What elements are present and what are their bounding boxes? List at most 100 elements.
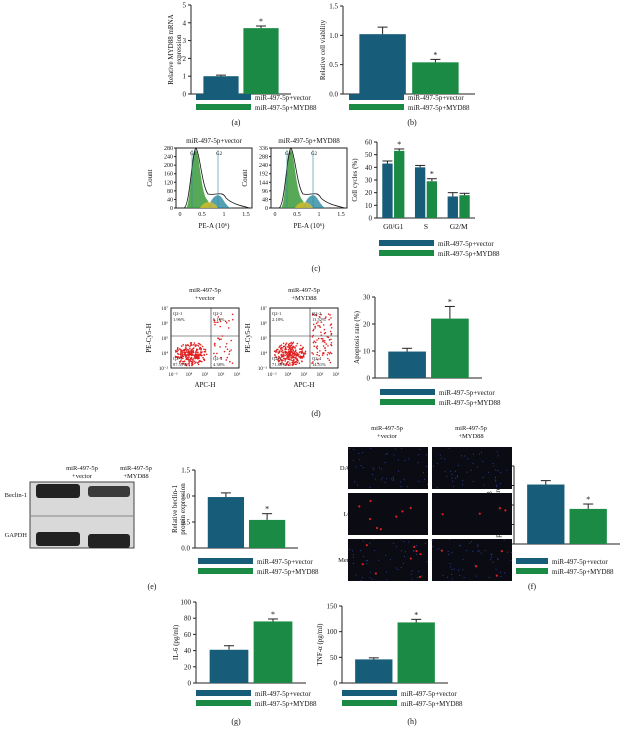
- nucleus-dot: [411, 578, 413, 580]
- lc3-puncta: [409, 506, 412, 510]
- event-dot: [195, 349, 198, 352]
- nucleus-dot: [401, 448, 403, 450]
- legend-swatch-myd88: [379, 250, 434, 256]
- legend-swatch-vector: [516, 558, 548, 564]
- nucleus-dot: [456, 475, 458, 477]
- event-dot: [317, 321, 319, 323]
- legend-swatch-myd88: [380, 399, 435, 405]
- nucleus-dot: [415, 554, 417, 556]
- event-dot: [276, 351, 278, 353]
- nucleus-dot: [353, 449, 355, 451]
- event-dot: [223, 350, 226, 353]
- event-dot: [193, 360, 195, 363]
- bar-myd88: [397, 622, 435, 683]
- nucleus-dot: [433, 465, 435, 467]
- bar-myd88: [253, 621, 293, 683]
- event-dot: [199, 353, 201, 355]
- legend-label-myd88: miR-497-5p+MYD88: [408, 104, 470, 112]
- bar-chart-g: 0 20 40 60 80 100 IL-6 (pg/ml) * miR-497-5p+vect…: [172, 599, 317, 709]
- event-dot: [278, 359, 280, 362]
- y-tick-label: 0: [334, 680, 338, 688]
- event-dot: [177, 349, 179, 352]
- legend-label-vector: miR-497-5p+vector: [439, 389, 495, 397]
- event-dot: [183, 360, 185, 363]
- fluorescence-grid: miR-497-5p+vectormiR-497-5p+MYD88DAPILC3…: [338, 425, 513, 581]
- gate-label-g1: G1: [190, 152, 197, 157]
- legend-swatch-vector: [198, 558, 253, 564]
- nucleus-dot: [494, 476, 496, 478]
- event-dot: [322, 339, 324, 342]
- bar-vector: [527, 484, 565, 544]
- event-dot: [180, 355, 182, 358]
- event-dot: [192, 350, 195, 352]
- western-blot: miR-497-5p+vectormiR-497-5p+MYD88Beclin-…: [5, 465, 152, 549]
- y-axis-label: TNF-α (pg/ml): [316, 623, 324, 666]
- event-dot: [282, 363, 285, 365]
- event-dot: [284, 348, 286, 350]
- legend: miR-497-5p+vector miR-497-5p+MYD88: [342, 690, 463, 708]
- quadrant-percent: 1.96%: [173, 317, 185, 322]
- nucleus-dot: [475, 575, 477, 577]
- x-tick-label: S: [424, 222, 428, 231]
- event-dot: [183, 351, 186, 353]
- event-dot: [282, 345, 285, 348]
- legend-label-vector: miR-497-5p+vector: [438, 240, 494, 248]
- event-dot: [180, 349, 182, 352]
- nucleus-dot: [494, 479, 496, 481]
- nucleus-dot: [422, 472, 424, 474]
- event-dot: [284, 351, 286, 353]
- nucleus-dot: [450, 470, 452, 472]
- event-dot: [177, 352, 179, 355]
- x-tick-label: 10⁶: [333, 372, 340, 378]
- significance-mark: *: [397, 140, 401, 149]
- nucleus-dot: [348, 448, 350, 450]
- nucleus-dot: [496, 451, 498, 453]
- event-dot: [179, 353, 182, 355]
- x-tick-label: 10⁻²: [168, 372, 178, 378]
- nucleus-dot: [373, 538, 375, 540]
- x-tick-label: 10⁻²: [267, 372, 277, 378]
- event-dot: [291, 355, 293, 358]
- event-dot: [293, 358, 295, 361]
- event-dot: [213, 343, 216, 345]
- nucleus-dot: [447, 551, 449, 553]
- event-dot: [320, 321, 323, 324]
- nucleus-dot: [446, 576, 448, 578]
- event-dot: [218, 318, 221, 321]
- event-dot: [185, 350, 188, 352]
- nucleus-dot: [446, 475, 448, 477]
- bar-vector: [382, 163, 393, 218]
- y-tick-label: 10⁴: [161, 351, 168, 357]
- legend-label-vector: miR-497-5p+vector: [552, 558, 608, 566]
- nucleus-dot: [362, 576, 364, 578]
- event-dot: [314, 325, 316, 328]
- nucleus-dot: [472, 550, 474, 552]
- nucleus-dot: [362, 540, 364, 542]
- event-dot: [220, 338, 222, 340]
- micrograph: [348, 447, 428, 489]
- x-tick-label: 10⁶: [218, 372, 225, 378]
- nucleus-dot: [503, 539, 505, 541]
- event-dot: [217, 337, 219, 339]
- y-tick-label: 0: [265, 206, 268, 212]
- nucleus-dot: [439, 454, 441, 456]
- event-dot: [225, 359, 228, 361]
- lc3-puncta: [498, 507, 501, 510]
- blot-row-label: Beclin-1: [5, 492, 27, 499]
- fluor-column-label: +vector: [377, 433, 398, 440]
- nucleus-dot: [355, 466, 357, 468]
- event-dot: [289, 364, 291, 366]
- nucleus-dot: [449, 566, 451, 568]
- event-dot: [278, 351, 280, 354]
- y-tick-label: 1.0: [329, 32, 338, 40]
- panel-label: (a): [232, 118, 241, 127]
- y-tick-label: 10⁶: [161, 321, 168, 327]
- nucleus-dot: [442, 574, 444, 576]
- event-dot: [311, 362, 313, 364]
- bar-myd88: [569, 508, 607, 544]
- event-dot: [284, 360, 287, 362]
- quadrant-name: Q2-3: [173, 356, 183, 361]
- event-dot: [320, 337, 323, 340]
- y-tick-label: 150: [327, 603, 338, 611]
- event-dot: [324, 349, 327, 352]
